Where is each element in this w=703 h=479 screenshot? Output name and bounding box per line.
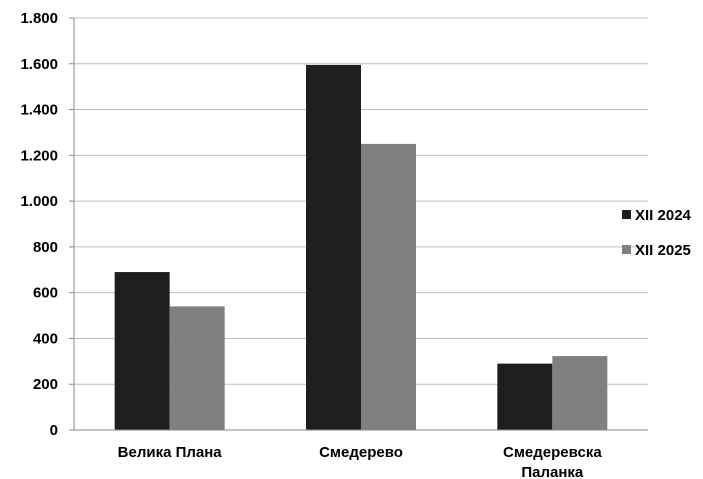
x-category-label: Смедеревска	[503, 444, 602, 461]
bar-xii-2025-0	[169, 306, 225, 430]
y-tick-label: 400	[33, 330, 58, 347]
legend-label: XII 2025	[635, 242, 691, 259]
y-tick-labels: 0 200 400 600 800 1.000 1.200 1.400 1.600 1.800	[20, 10, 58, 439]
y-tick-label: 1.800	[20, 10, 58, 27]
legend-swatch	[622, 245, 631, 254]
bars	[114, 64, 608, 430]
bar-xii-2024-0	[114, 272, 170, 430]
y-tick-label: 600	[33, 285, 58, 302]
y-tick-label: 0	[50, 422, 58, 439]
legend: XII 2024 XII 2025	[622, 207, 692, 259]
y-tick-label: 200	[33, 376, 58, 393]
bar-xii-2024-2	[497, 363, 553, 430]
bar-xii-2025-2	[552, 356, 608, 430]
x-category-label: Смедерево	[319, 444, 403, 461]
axes	[69, 17, 648, 431]
legend-label: XII 2024	[635, 207, 692, 224]
y-tick-label: 1.600	[20, 56, 58, 73]
bar-xii-2025-1	[361, 143, 416, 430]
y-tick-label: 800	[33, 239, 58, 256]
legend-swatch	[622, 210, 631, 219]
x-category-labels: Велика Плана Смедерево Смедеревска Паланка	[118, 444, 603, 479]
bar-xii-2024-1	[306, 64, 361, 430]
y-tick-label: 1.200	[20, 147, 58, 164]
y-tick-label: 1.400	[20, 102, 58, 119]
y-tick-label: 1.000	[20, 193, 58, 210]
x-category-label: Паланка	[521, 464, 584, 479]
x-category-label: Велика Плана	[118, 444, 223, 461]
